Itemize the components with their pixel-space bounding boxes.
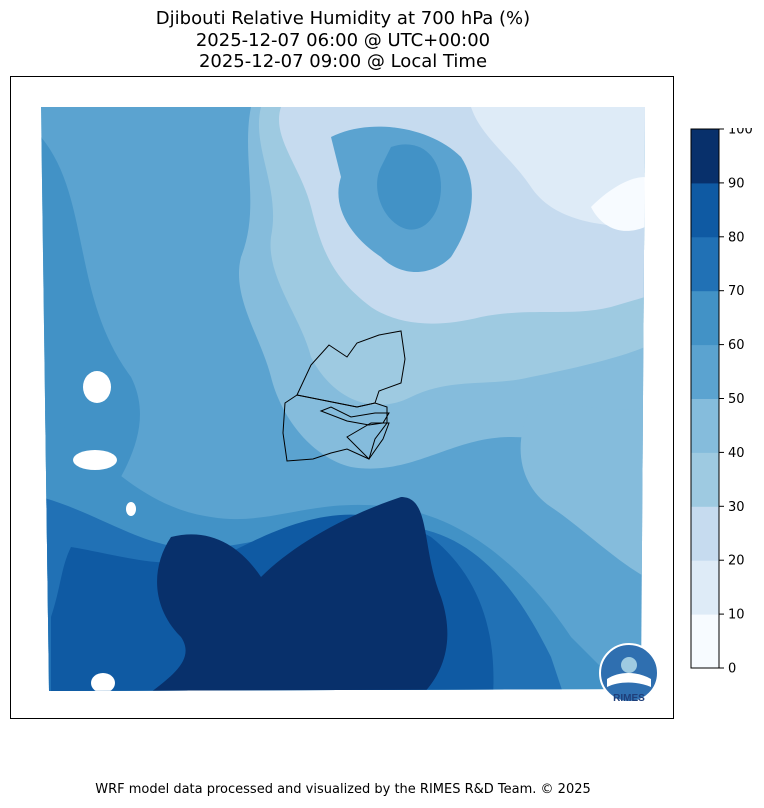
colorbar-band	[691, 614, 719, 669]
colorbar-bands	[691, 129, 719, 669]
field-core-90	[121, 497, 448, 691]
field-gap-1	[83, 371, 111, 403]
colorbar-tick-label: 0	[728, 662, 736, 677]
colorbar-band	[691, 398, 719, 453]
credit-footer: WRF model data processed and visualized …	[95, 782, 591, 797]
colorbar-tick-label: 40	[728, 446, 745, 461]
colorbar-tick-label: 100	[728, 128, 753, 138]
colorbar-tick-label: 80	[728, 230, 745, 245]
humidity-map: RIMES	[41, 107, 659, 704]
colorbar-tick-label: 50	[728, 392, 745, 407]
field-north-blob-60	[377, 144, 441, 230]
colorbar-tick-label: 60	[728, 338, 745, 353]
colorbar-band	[691, 129, 719, 184]
border-djibouti	[282, 394, 388, 462]
logo-text: RIMES	[613, 693, 645, 704]
colorbar-band	[691, 344, 719, 399]
colorbar-tick-label: 70	[728, 284, 745, 299]
field-gap-4	[91, 673, 115, 691]
field-ne-0	[591, 177, 645, 231]
colorbar-band	[691, 560, 719, 615]
map-frame: RIMES	[10, 76, 674, 719]
colorbar-tick-label: 10	[728, 608, 745, 623]
border-gulf	[319, 406, 390, 426]
rimes-logo: RIMES	[599, 643, 659, 704]
field-east-40	[520, 404, 645, 577]
humidity-field	[41, 107, 645, 691]
colorbar-band	[691, 452, 719, 507]
field-ne-10	[471, 107, 645, 227]
field-gap-2	[73, 450, 117, 470]
colorbar-tick-label: 90	[728, 176, 745, 191]
colorbar-band	[691, 506, 719, 561]
country-borders	[282, 330, 406, 462]
colorbar-band	[691, 290, 719, 346]
title-line-3: 2025-12-07 09:00 @ Local Time	[198, 51, 488, 72]
field-gap-3	[126, 502, 136, 516]
chart-title: Djibouti Relative Humidity at 700 hPa (%…	[0, 8, 686, 73]
colorbar-tick-label: 20	[728, 554, 745, 569]
colorbar-band	[691, 236, 719, 292]
title-line-1: Djibouti Relative Humidity at 700 hPa (%…	[155, 8, 531, 29]
colorbar-ticks: 0 10 20 30 40 50 60 70 80 90 100	[719, 128, 753, 677]
title-line-2: 2025-12-07 06:00 @ UTC+00:00	[195, 29, 491, 51]
colorbar-tick-label: 30	[728, 500, 745, 515]
colorbar-band	[691, 182, 719, 238]
border-south	[346, 422, 390, 460]
colorbar: 0 10 20 30 40 50 60 70 80 90 100	[690, 128, 753, 677]
